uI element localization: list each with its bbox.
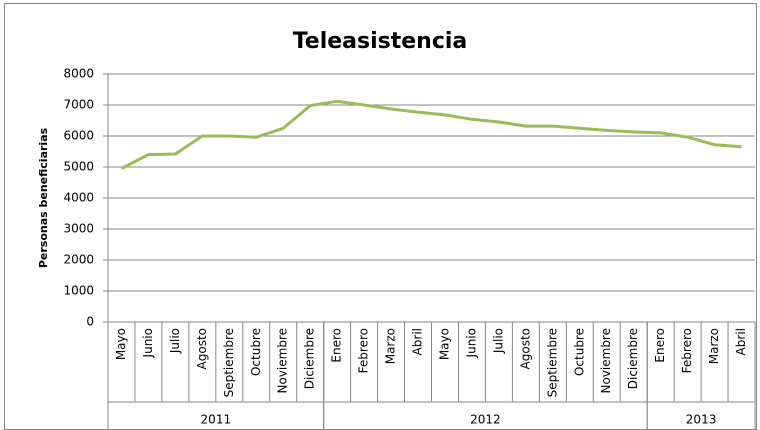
x-tick-label: Septiembre [222, 328, 236, 397]
x-tick-label: Diciembre [626, 328, 640, 389]
y-tick-label: 4000 [63, 191, 94, 205]
x-tick-label: Febrero [680, 328, 694, 373]
group-label: 2012 [470, 413, 501, 427]
y-tick-label: 2000 [63, 253, 94, 267]
group-label: 2013 [686, 413, 717, 427]
x-tick-label: Septiembre [545, 328, 559, 397]
x-tick-label: Noviembre [276, 328, 290, 394]
x-tick-label: Febrero [357, 328, 371, 373]
y-tick-label: 6000 [63, 129, 94, 143]
x-tick-label: Octubre [249, 328, 263, 376]
x-tick-label: Marzo [707, 328, 721, 364]
y-tick-label: 1000 [63, 284, 94, 298]
x-tick-label: Mayo [114, 328, 128, 360]
x-tick-label: Marzo [384, 328, 398, 364]
group-label: 2011 [201, 413, 232, 427]
y-tick-label: 8000 [63, 67, 94, 81]
x-tick-label: Octubre [572, 328, 586, 376]
x-tick-label: Agosto [195, 328, 209, 369]
y-tick-label: 3000 [63, 222, 94, 236]
chart-title: Teleasistencia [293, 29, 468, 54]
x-tick-label: Julio [168, 328, 182, 354]
y-axis-label: Personas beneficiarias [37, 127, 50, 268]
x-tick-label: Julio [491, 328, 505, 354]
x-tick-label: Agosto [518, 328, 532, 369]
y-tick-label: 5000 [63, 160, 94, 174]
chart-border [4, 3, 757, 430]
x-tick-label: Abril [734, 328, 748, 355]
y-tick-label: 7000 [63, 98, 94, 112]
x-tick-label: Abril [411, 328, 425, 355]
x-tick-label: Noviembre [599, 328, 613, 394]
y-tick-label: 0 [86, 315, 94, 329]
x-tick-label: Diciembre [303, 328, 317, 389]
x-tick-label: Mayo [437, 328, 451, 360]
line-series [120, 99, 742, 170]
x-tick-label: Enero [653, 328, 667, 363]
x-tick-label: Junio [464, 328, 478, 358]
x-tick-label: Enero [330, 328, 344, 363]
x-tick-label: Junio [141, 328, 155, 358]
